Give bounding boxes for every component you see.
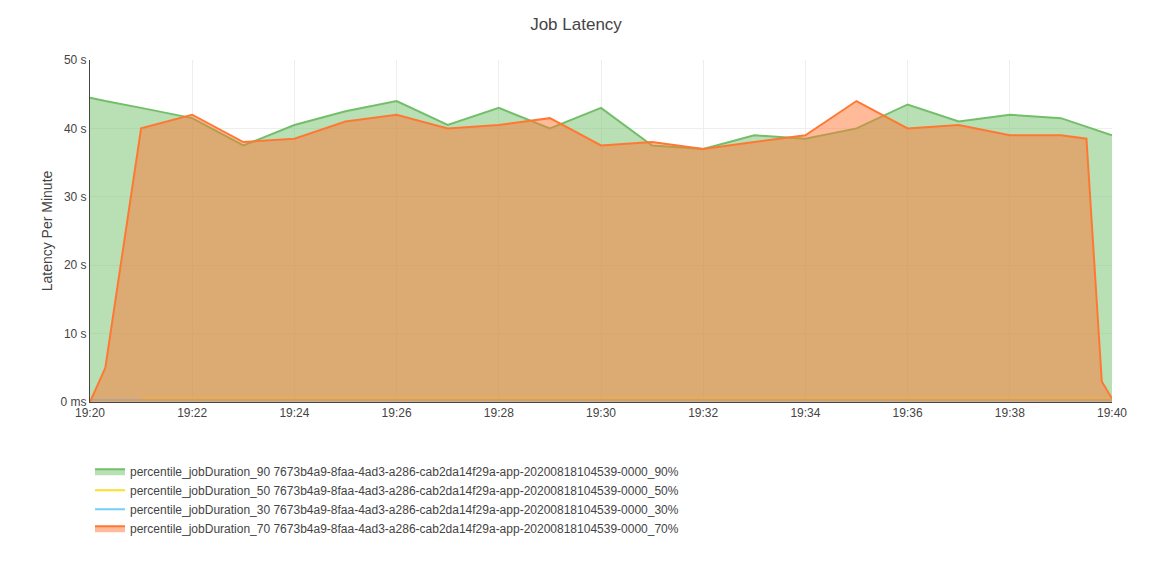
svg-text:19:28: 19:28 [484, 406, 514, 420]
svg-text:percentile_jobDuration_90 7673: percentile_jobDuration_90 7673b4a9-8faa-… [130, 465, 679, 479]
svg-text:19:30: 19:30 [586, 406, 616, 420]
svg-text:Job Latency: Job Latency [530, 15, 622, 34]
svg-text:19:20: 19:20 [75, 406, 105, 420]
svg-text:20 s: 20 s [64, 258, 87, 272]
svg-text:19:26: 19:26 [382, 406, 412, 420]
svg-text:19:40: 19:40 [1097, 406, 1127, 420]
svg-text:19:32: 19:32 [688, 406, 718, 420]
svg-text:percentile_jobDuration_50 7673: percentile_jobDuration_50 7673b4a9-8faa-… [130, 484, 679, 498]
svg-text:19:38: 19:38 [995, 406, 1025, 420]
svg-text:50 s: 50 s [64, 53, 87, 67]
svg-text:0 ms: 0 ms [61, 395, 87, 409]
svg-text:19:34: 19:34 [790, 406, 820, 420]
svg-text:percentile_jobDuration_30 7673: percentile_jobDuration_30 7673b4a9-8faa-… [130, 503, 679, 517]
svg-text:30 s: 30 s [64, 190, 87, 204]
svg-text:percentile_jobDuration_70 7673: percentile_jobDuration_70 7673b4a9-8faa-… [130, 522, 679, 536]
svg-text:Latency Per Minute: Latency Per Minute [39, 170, 55, 291]
svg-text:19:22: 19:22 [177, 406, 207, 420]
svg-text:40 s: 40 s [64, 122, 87, 136]
svg-text:19:36: 19:36 [893, 406, 923, 420]
svg-text:10 s: 10 s [64, 327, 87, 341]
svg-text:19:24: 19:24 [279, 406, 309, 420]
